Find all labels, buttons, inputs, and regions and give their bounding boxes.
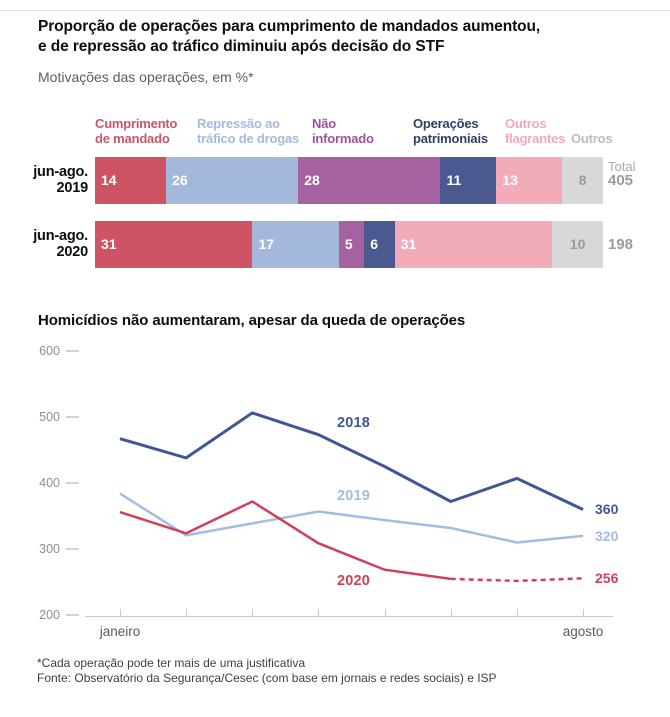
bar-segment-value: 10 [569,236,586,252]
bar-segment-value: 31 [400,236,417,252]
bar-segment [166,157,299,204]
bar-segment-value: 14 [101,172,117,188]
y-axis-tick-mark [66,415,79,418]
bar-segment [394,221,553,268]
bar-segment [252,221,339,268]
line-series-path-2020-dashed [450,577,584,583]
bar-legend-item: Repressão ao tráfico de drogas [197,116,300,146]
bar-segment-value: 6 [370,236,379,252]
page-title-line2: e de repressão ao tráfico diminuiu após … [38,38,445,55]
x-axis-tick-mark [450,609,452,616]
bar-row-label-line: jun-ago. [33,164,88,180]
bar-row-label-line: 2020 [56,244,89,260]
bar-segment-value: 28 [304,172,320,188]
bar-legend-item: Operações patrimoniais [413,116,488,146]
legend-label: Repressão ao [197,116,280,131]
y-axis-tick-mark [66,614,79,617]
x-axis-tick-mark [516,609,518,616]
legend-label: patrimoniais [413,130,488,146]
y-axis-tick-label: 500 [39,409,60,424]
legend-label: de mandado [95,130,170,146]
legend-label: Operações [413,116,479,131]
bar-segment-value: 11 [446,172,462,188]
x-axis-tick-mark [120,609,121,616]
x-axis-tick-mark [186,609,188,616]
legend-label: Outros [571,130,613,146]
bar-segment-value: 31 [101,236,117,252]
page-title: Proporção de operações para cumprimento … [38,17,540,57]
series-label-2019: 2019 [337,488,371,504]
bar-row-label: jun-ago. 2020 [0,228,88,260]
bar-segment-value: 8 [578,172,587,188]
bar-segment-value: 17 [258,236,275,252]
series-end-value-2020: 256 [595,570,619,587]
bar-segment [298,157,441,204]
bar-segment [364,221,395,268]
bar-total: 198 [608,235,634,253]
series-end-value-2019: 320 [595,527,619,544]
bar-segment [95,157,167,204]
bar-segment [552,221,603,268]
y-axis-tick-label: 200 [39,608,60,623]
series-end-value-2018: 360 [595,501,619,518]
bar-segment [562,157,603,204]
x-axis-tick-mark [384,609,386,616]
top-divider [0,10,670,11]
legend-label: Outros [505,116,547,131]
footnote-line1: *Cada operação pode ter mais de uma just… [37,656,306,670]
y-axis-tick-mark [66,482,79,484]
legend-label: flagrantes [505,130,566,146]
bar-row-label-line: 2019 [56,180,89,196]
bar-row-label: jun-ago. 2019 [0,164,88,196]
bar-segment-value: 5 [344,236,353,252]
series-label-2020: 2020 [337,573,371,589]
bar-segment [95,221,253,268]
series-label-2018: 2018 [337,415,371,431]
x-axis-tick-mark [318,609,320,616]
legend-label: Não [312,116,336,131]
legend-label: tráfico de drogas [197,130,300,146]
x-axis-label-agosto: agosto [562,624,604,639]
y-axis-tick-mark [66,548,79,551]
bar-legend-item: Outros [571,130,613,147]
page-title-line1: Proporção de operações para cumprimento … [38,18,541,35]
bar-row-label-line: jun-ago. [33,228,88,244]
bar-segment-value: 26 [172,172,188,188]
x-axis-label-janeiro: janeiro [99,624,141,639]
x-axis-tick-mark [583,609,584,616]
x-axis-tick-mark [252,609,254,616]
bar-segment [338,221,365,268]
bar-total: 405 [608,171,634,189]
bar-segment-value: 13 [502,172,518,188]
line-series-path-2020 [119,500,451,581]
y-axis-tick-label: 600 [39,343,60,358]
total-column-header: Total [608,159,636,174]
bar-segment [440,157,497,204]
footnote-line2: Fonte: Observatório da Segurança/Cesec (… [37,671,497,685]
legend-label: informado [312,130,374,146]
footnote: *Cada operação pode ter mais de uma just… [37,656,497,686]
line-chart-title: Homicídios não aumentaram, apesar da que… [38,312,466,329]
y-axis-tick-mark [66,349,79,352]
x-axis-line [85,616,613,617]
bar-segment [496,157,563,204]
y-axis-tick-label: 400 [39,476,60,490]
bar-legend-item: Outros flagrantes [505,116,566,146]
bar-legend-item: Cumprimento de mandado [95,116,178,146]
legend-label: Cumprimento [95,116,178,131]
bar-legend-item: Não informado [312,116,374,146]
chart-subtitle: Motivações das operações, em %* [38,69,254,85]
y-axis-tick-label: 300 [39,542,60,557]
